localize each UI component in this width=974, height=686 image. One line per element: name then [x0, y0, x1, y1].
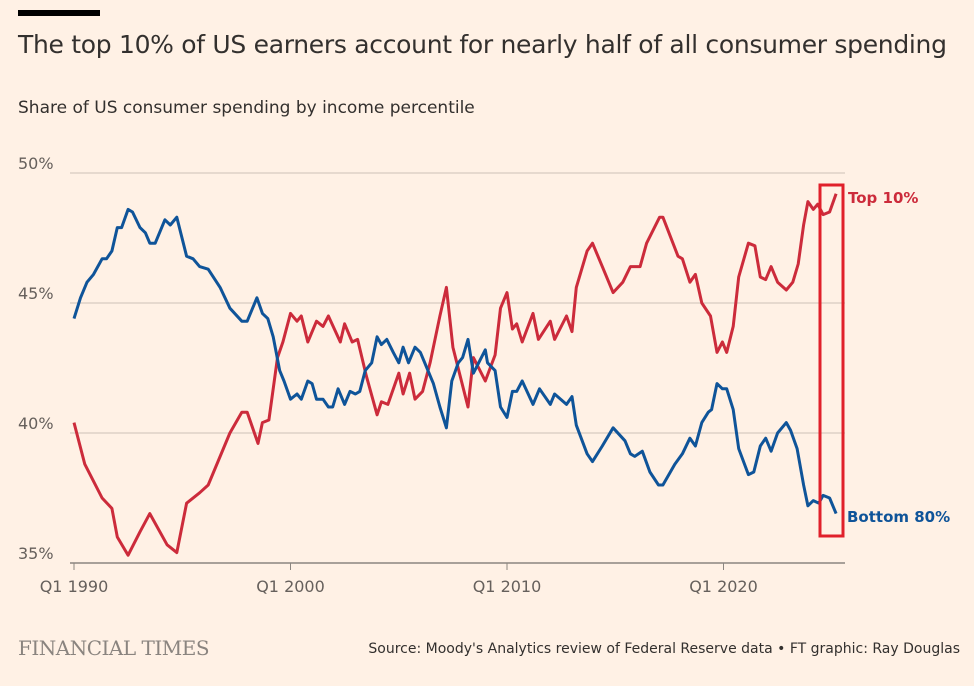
y-tick-label: 50% — [18, 154, 54, 173]
series-lines — [72, 193, 838, 557]
y-tick-label: 35% — [18, 544, 54, 563]
series-line-bottom80 — [72, 207, 838, 515]
chart-subtitle: Share of US consumer spending by income … — [18, 98, 475, 118]
y-tick-label: 40% — [18, 414, 54, 433]
y-tick-label: 45% — [18, 284, 54, 303]
chart-title: The top 10% of US earners account for ne… — [18, 30, 947, 59]
ft-top-bar — [18, 10, 100, 16]
source-note: Source: Moody's Analytics review of Fede… — [368, 641, 960, 657]
gridlines — [70, 172, 845, 564]
series-line-top10 — [72, 193, 838, 557]
x-tick-label: Q1 2020 — [689, 577, 758, 596]
series-label-bottom80: Bottom 80% — [847, 508, 950, 526]
series-label-top10: Top 10% — [848, 189, 918, 207]
x-tick-label: Q1 2010 — [473, 577, 542, 596]
x-tick-label: Q1 2000 — [256, 577, 325, 596]
y-axis-ticks: 35% 40% 45% 50% — [18, 154, 54, 563]
x-tick-label: Q1 1990 — [40, 577, 109, 596]
ft-logo: FINANCIAL TIMES — [18, 636, 210, 660]
x-axis-ticks: Q1 1990 Q1 2000 Q1 2010 Q1 2020 — [40, 563, 758, 596]
highlight-box — [818, 183, 845, 538]
